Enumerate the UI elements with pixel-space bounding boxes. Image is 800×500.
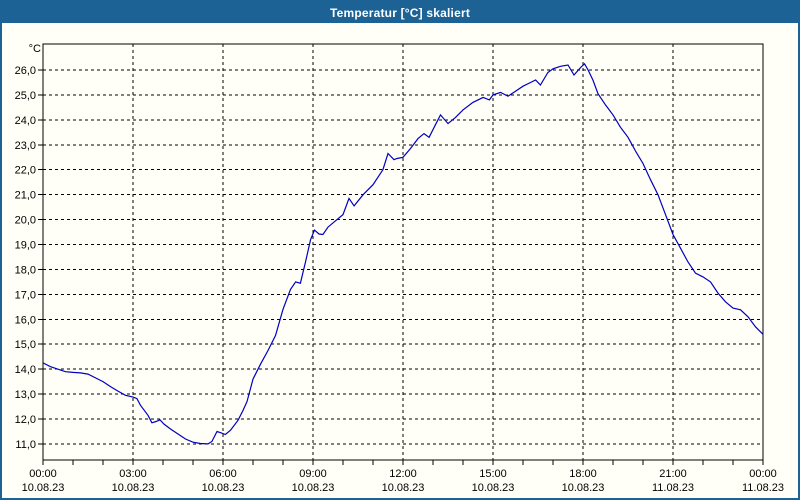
chart-axis-ticks	[38, 69, 764, 465]
x-tick-time-label: 00:00	[29, 468, 57, 480]
temperature-curve	[42, 62, 764, 445]
y-tick-label: 26,0	[15, 65, 36, 77]
x-tick-date-label: 10.08.23	[562, 482, 605, 494]
y-tick-label: 21,0	[15, 190, 36, 202]
y-tick-label: 19,0	[15, 240, 36, 252]
x-tick-date-label: 10.08.23	[292, 482, 335, 494]
x-tick-time-label: 12:00	[389, 468, 417, 480]
x-tick-time-label: 00:00	[749, 468, 777, 480]
chart-gridlines	[43, 44, 763, 460]
chart-axis-labels: 26,0 25,0 24,0 23,0 22,0 21,0 20,0 19,0 18,0 17,0…	[15, 43, 784, 494]
window-title: Temperatur [°C] skaliert	[329, 5, 471, 20]
x-tick-date-label: 10.08.23	[22, 482, 65, 494]
temperature-line	[42, 62, 764, 445]
y-tick-label: 23,0	[15, 140, 36, 152]
y-tick-label: 18,0	[15, 264, 36, 276]
window-titlebar: Temperatur [°C] skaliert	[2, 2, 798, 23]
x-tick-time-label: 03:00	[119, 468, 147, 480]
y-tick-label: 14,0	[15, 364, 36, 376]
x-tick-time-label: 21:00	[659, 468, 687, 480]
x-tick-date-label: 11.08.23	[652, 482, 694, 494]
x-tick-date-label: 10.08.23	[202, 482, 245, 494]
x-tick-time-label: 15:00	[479, 468, 507, 480]
y-tick-label: 12,0	[15, 414, 36, 426]
y-tick-label: 13,0	[15, 389, 36, 401]
x-tick-time-label: 09:00	[299, 468, 327, 480]
y-tick-label: 22,0	[15, 165, 36, 177]
x-tick-time-label: 18:00	[569, 468, 597, 480]
x-tick-date-label: 10.08.23	[382, 482, 425, 494]
x-tick-date-label: 10.08.23	[112, 482, 155, 494]
y-tick-label: 20,0	[15, 215, 36, 227]
x-tick-time-label: 06:00	[209, 468, 237, 480]
x-tick-date-label: 11.08.23	[742, 482, 784, 494]
y-tick-label: 25,0	[15, 90, 36, 102]
y-tick-label: 15,0	[15, 339, 36, 351]
y-tick-label: 16,0	[15, 314, 36, 326]
x-tick-date-label: 10.08.23	[472, 482, 515, 494]
y-axis-unit-label: °C	[29, 43, 41, 55]
y-tick-label: 24,0	[15, 115, 36, 127]
y-tick-label: 11,0	[15, 439, 36, 451]
y-tick-label: 17,0	[15, 289, 36, 301]
